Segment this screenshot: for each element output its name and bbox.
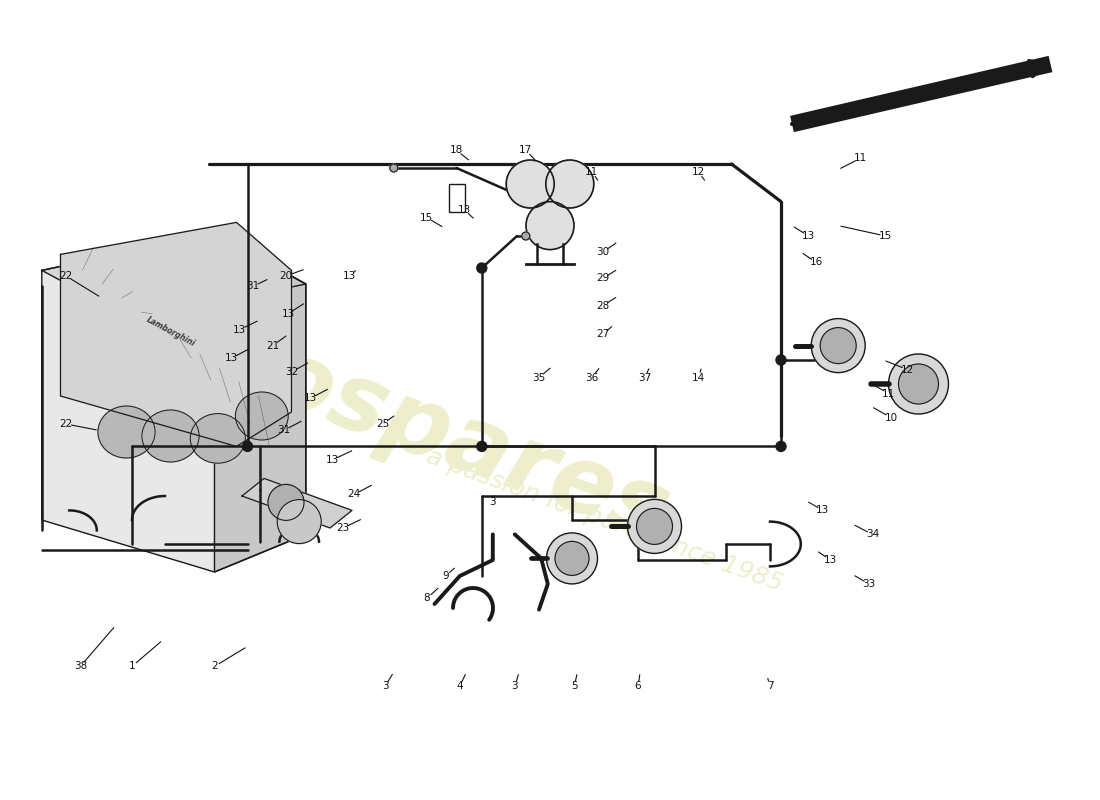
Text: 36: 36 bbox=[585, 373, 598, 382]
Text: 18: 18 bbox=[450, 146, 463, 155]
Text: 28: 28 bbox=[596, 301, 609, 310]
Text: 3: 3 bbox=[382, 682, 388, 691]
Text: a passion for parts since 1985: a passion for parts since 1985 bbox=[424, 444, 786, 596]
Circle shape bbox=[476, 263, 487, 273]
Text: 6: 6 bbox=[635, 682, 641, 691]
Text: 3: 3 bbox=[490, 498, 496, 507]
Text: 16: 16 bbox=[810, 258, 823, 267]
Circle shape bbox=[556, 542, 588, 575]
Text: 15: 15 bbox=[879, 231, 892, 241]
Polygon shape bbox=[214, 234, 306, 572]
Text: 13: 13 bbox=[304, 394, 317, 403]
Text: 7: 7 bbox=[767, 682, 773, 691]
Text: 13: 13 bbox=[802, 231, 815, 241]
Text: 29: 29 bbox=[596, 274, 609, 283]
Text: 38: 38 bbox=[74, 662, 87, 671]
Text: 23: 23 bbox=[337, 523, 350, 533]
Text: 33: 33 bbox=[862, 579, 876, 589]
Text: 13: 13 bbox=[816, 506, 829, 515]
Circle shape bbox=[268, 484, 304, 520]
Circle shape bbox=[242, 442, 253, 451]
Text: 13: 13 bbox=[224, 354, 238, 363]
Circle shape bbox=[277, 499, 321, 544]
Circle shape bbox=[889, 354, 948, 414]
Text: 32: 32 bbox=[285, 367, 298, 377]
Text: 31: 31 bbox=[277, 426, 290, 435]
Text: 13: 13 bbox=[458, 205, 471, 214]
Text: 3: 3 bbox=[512, 682, 518, 691]
Circle shape bbox=[526, 202, 574, 250]
Text: 20: 20 bbox=[279, 271, 293, 281]
Text: 24: 24 bbox=[348, 490, 361, 499]
Text: 13: 13 bbox=[233, 325, 246, 334]
Ellipse shape bbox=[142, 410, 199, 462]
Ellipse shape bbox=[190, 414, 245, 463]
Polygon shape bbox=[42, 234, 306, 320]
Text: 25: 25 bbox=[376, 419, 389, 429]
Text: 13: 13 bbox=[343, 271, 356, 281]
Circle shape bbox=[811, 318, 866, 373]
Text: 17: 17 bbox=[519, 146, 532, 155]
Text: 13: 13 bbox=[824, 555, 837, 565]
Circle shape bbox=[546, 160, 594, 208]
Text: 4: 4 bbox=[456, 682, 463, 691]
Circle shape bbox=[627, 499, 682, 554]
Circle shape bbox=[476, 442, 487, 451]
Circle shape bbox=[521, 232, 530, 240]
Text: 34: 34 bbox=[866, 530, 879, 539]
Text: Lamborghini: Lamborghini bbox=[144, 315, 197, 349]
Text: 31: 31 bbox=[246, 282, 260, 291]
Text: 30: 30 bbox=[596, 247, 609, 257]
Ellipse shape bbox=[98, 406, 155, 458]
Polygon shape bbox=[60, 222, 292, 446]
Text: 22: 22 bbox=[59, 271, 73, 281]
Circle shape bbox=[547, 533, 597, 584]
Text: 5: 5 bbox=[571, 682, 578, 691]
Text: 35: 35 bbox=[532, 373, 546, 382]
Text: 12: 12 bbox=[692, 167, 705, 177]
Circle shape bbox=[389, 164, 398, 172]
Text: 13: 13 bbox=[326, 455, 339, 465]
Circle shape bbox=[506, 160, 554, 208]
Circle shape bbox=[776, 442, 786, 451]
Text: 15: 15 bbox=[420, 213, 433, 222]
Text: 2: 2 bbox=[211, 662, 218, 671]
Circle shape bbox=[821, 328, 856, 363]
Circle shape bbox=[637, 509, 672, 544]
Text: 22: 22 bbox=[59, 419, 73, 429]
Text: 11: 11 bbox=[882, 389, 895, 398]
Text: 11: 11 bbox=[585, 167, 598, 177]
Text: eurospares: eurospares bbox=[88, 270, 682, 562]
Polygon shape bbox=[242, 478, 352, 528]
Text: 1: 1 bbox=[129, 662, 135, 671]
Text: 27: 27 bbox=[596, 330, 609, 339]
Polygon shape bbox=[42, 234, 306, 572]
Text: 8: 8 bbox=[424, 594, 430, 603]
Text: 13: 13 bbox=[282, 309, 295, 318]
Ellipse shape bbox=[235, 392, 288, 440]
Text: 21: 21 bbox=[266, 341, 279, 350]
Text: 11: 11 bbox=[854, 154, 867, 163]
Text: 9: 9 bbox=[442, 571, 449, 581]
Circle shape bbox=[776, 355, 786, 365]
Text: 37: 37 bbox=[638, 373, 651, 382]
Text: 10: 10 bbox=[884, 413, 898, 422]
Text: 12: 12 bbox=[901, 365, 914, 374]
Text: 14: 14 bbox=[692, 373, 705, 382]
Circle shape bbox=[899, 364, 938, 404]
